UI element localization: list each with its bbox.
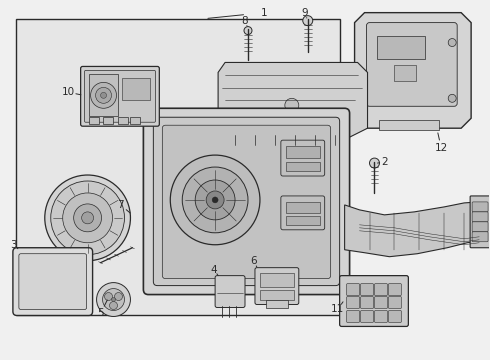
Circle shape [74, 204, 101, 232]
Circle shape [303, 15, 313, 26]
Text: 1: 1 [261, 8, 267, 18]
Bar [394, 66, 416, 81]
Circle shape [63, 193, 113, 243]
Bar [130, 117, 141, 124]
Text: 6: 6 [251, 256, 257, 266]
FancyBboxPatch shape [361, 310, 373, 323]
Circle shape [45, 175, 130, 261]
FancyBboxPatch shape [361, 297, 373, 309]
FancyBboxPatch shape [153, 117, 340, 285]
FancyBboxPatch shape [85, 71, 155, 122]
Text: 2: 2 [381, 157, 388, 167]
Text: 8: 8 [242, 15, 248, 26]
Circle shape [115, 293, 122, 301]
Text: 11: 11 [331, 305, 344, 315]
FancyBboxPatch shape [81, 67, 159, 126]
FancyBboxPatch shape [374, 310, 388, 323]
Circle shape [182, 167, 248, 233]
Bar [89, 117, 98, 124]
FancyBboxPatch shape [215, 276, 245, 307]
Circle shape [104, 293, 113, 301]
FancyBboxPatch shape [389, 284, 401, 296]
FancyBboxPatch shape [361, 284, 373, 296]
Bar [286, 216, 319, 225]
Circle shape [102, 289, 124, 310]
FancyBboxPatch shape [340, 276, 408, 327]
FancyBboxPatch shape [470, 196, 490, 248]
FancyBboxPatch shape [472, 202, 488, 212]
Circle shape [195, 180, 235, 220]
Text: 5: 5 [97, 309, 104, 319]
Circle shape [285, 98, 299, 112]
FancyBboxPatch shape [367, 23, 457, 106]
Circle shape [206, 191, 224, 209]
Text: 10: 10 [62, 87, 75, 97]
Circle shape [448, 39, 456, 46]
FancyBboxPatch shape [144, 108, 349, 294]
FancyBboxPatch shape [472, 232, 488, 242]
FancyBboxPatch shape [389, 310, 401, 323]
Text: 7: 7 [117, 200, 124, 210]
FancyBboxPatch shape [281, 196, 325, 230]
Circle shape [112, 298, 116, 302]
Circle shape [100, 92, 106, 98]
Circle shape [82, 212, 94, 224]
FancyBboxPatch shape [19, 254, 87, 310]
Circle shape [448, 94, 456, 102]
Bar [89, 75, 119, 116]
FancyBboxPatch shape [472, 222, 488, 232]
Bar [122, 78, 150, 100]
Circle shape [244, 27, 252, 35]
Bar [377, 36, 425, 59]
Circle shape [97, 283, 130, 316]
Bar [260, 273, 294, 287]
FancyBboxPatch shape [374, 297, 388, 309]
Text: 3: 3 [11, 240, 17, 250]
Circle shape [212, 197, 218, 203]
Circle shape [51, 181, 124, 255]
FancyBboxPatch shape [255, 268, 299, 305]
Circle shape [110, 302, 118, 310]
FancyBboxPatch shape [472, 212, 488, 222]
Text: 12: 12 [435, 143, 448, 153]
Bar [286, 146, 319, 158]
Bar [266, 300, 288, 307]
Circle shape [96, 87, 112, 103]
Polygon shape [355, 13, 471, 128]
FancyBboxPatch shape [13, 248, 93, 315]
Circle shape [369, 158, 379, 168]
Bar [16, 19, 340, 315]
Circle shape [171, 155, 260, 245]
Bar [260, 289, 294, 300]
Text: 9: 9 [301, 8, 308, 18]
Circle shape [91, 82, 117, 108]
FancyBboxPatch shape [162, 125, 331, 279]
Bar [379, 120, 439, 130]
FancyBboxPatch shape [346, 284, 360, 296]
Bar [286, 202, 319, 213]
FancyBboxPatch shape [346, 310, 360, 323]
FancyBboxPatch shape [374, 284, 388, 296]
Bar [102, 117, 113, 124]
Polygon shape [344, 202, 489, 257]
FancyBboxPatch shape [389, 297, 401, 309]
Polygon shape [218, 62, 368, 147]
FancyBboxPatch shape [281, 140, 325, 176]
Text: 4: 4 [211, 265, 218, 275]
FancyBboxPatch shape [346, 297, 360, 309]
Bar [286, 162, 319, 171]
Bar [119, 117, 128, 124]
